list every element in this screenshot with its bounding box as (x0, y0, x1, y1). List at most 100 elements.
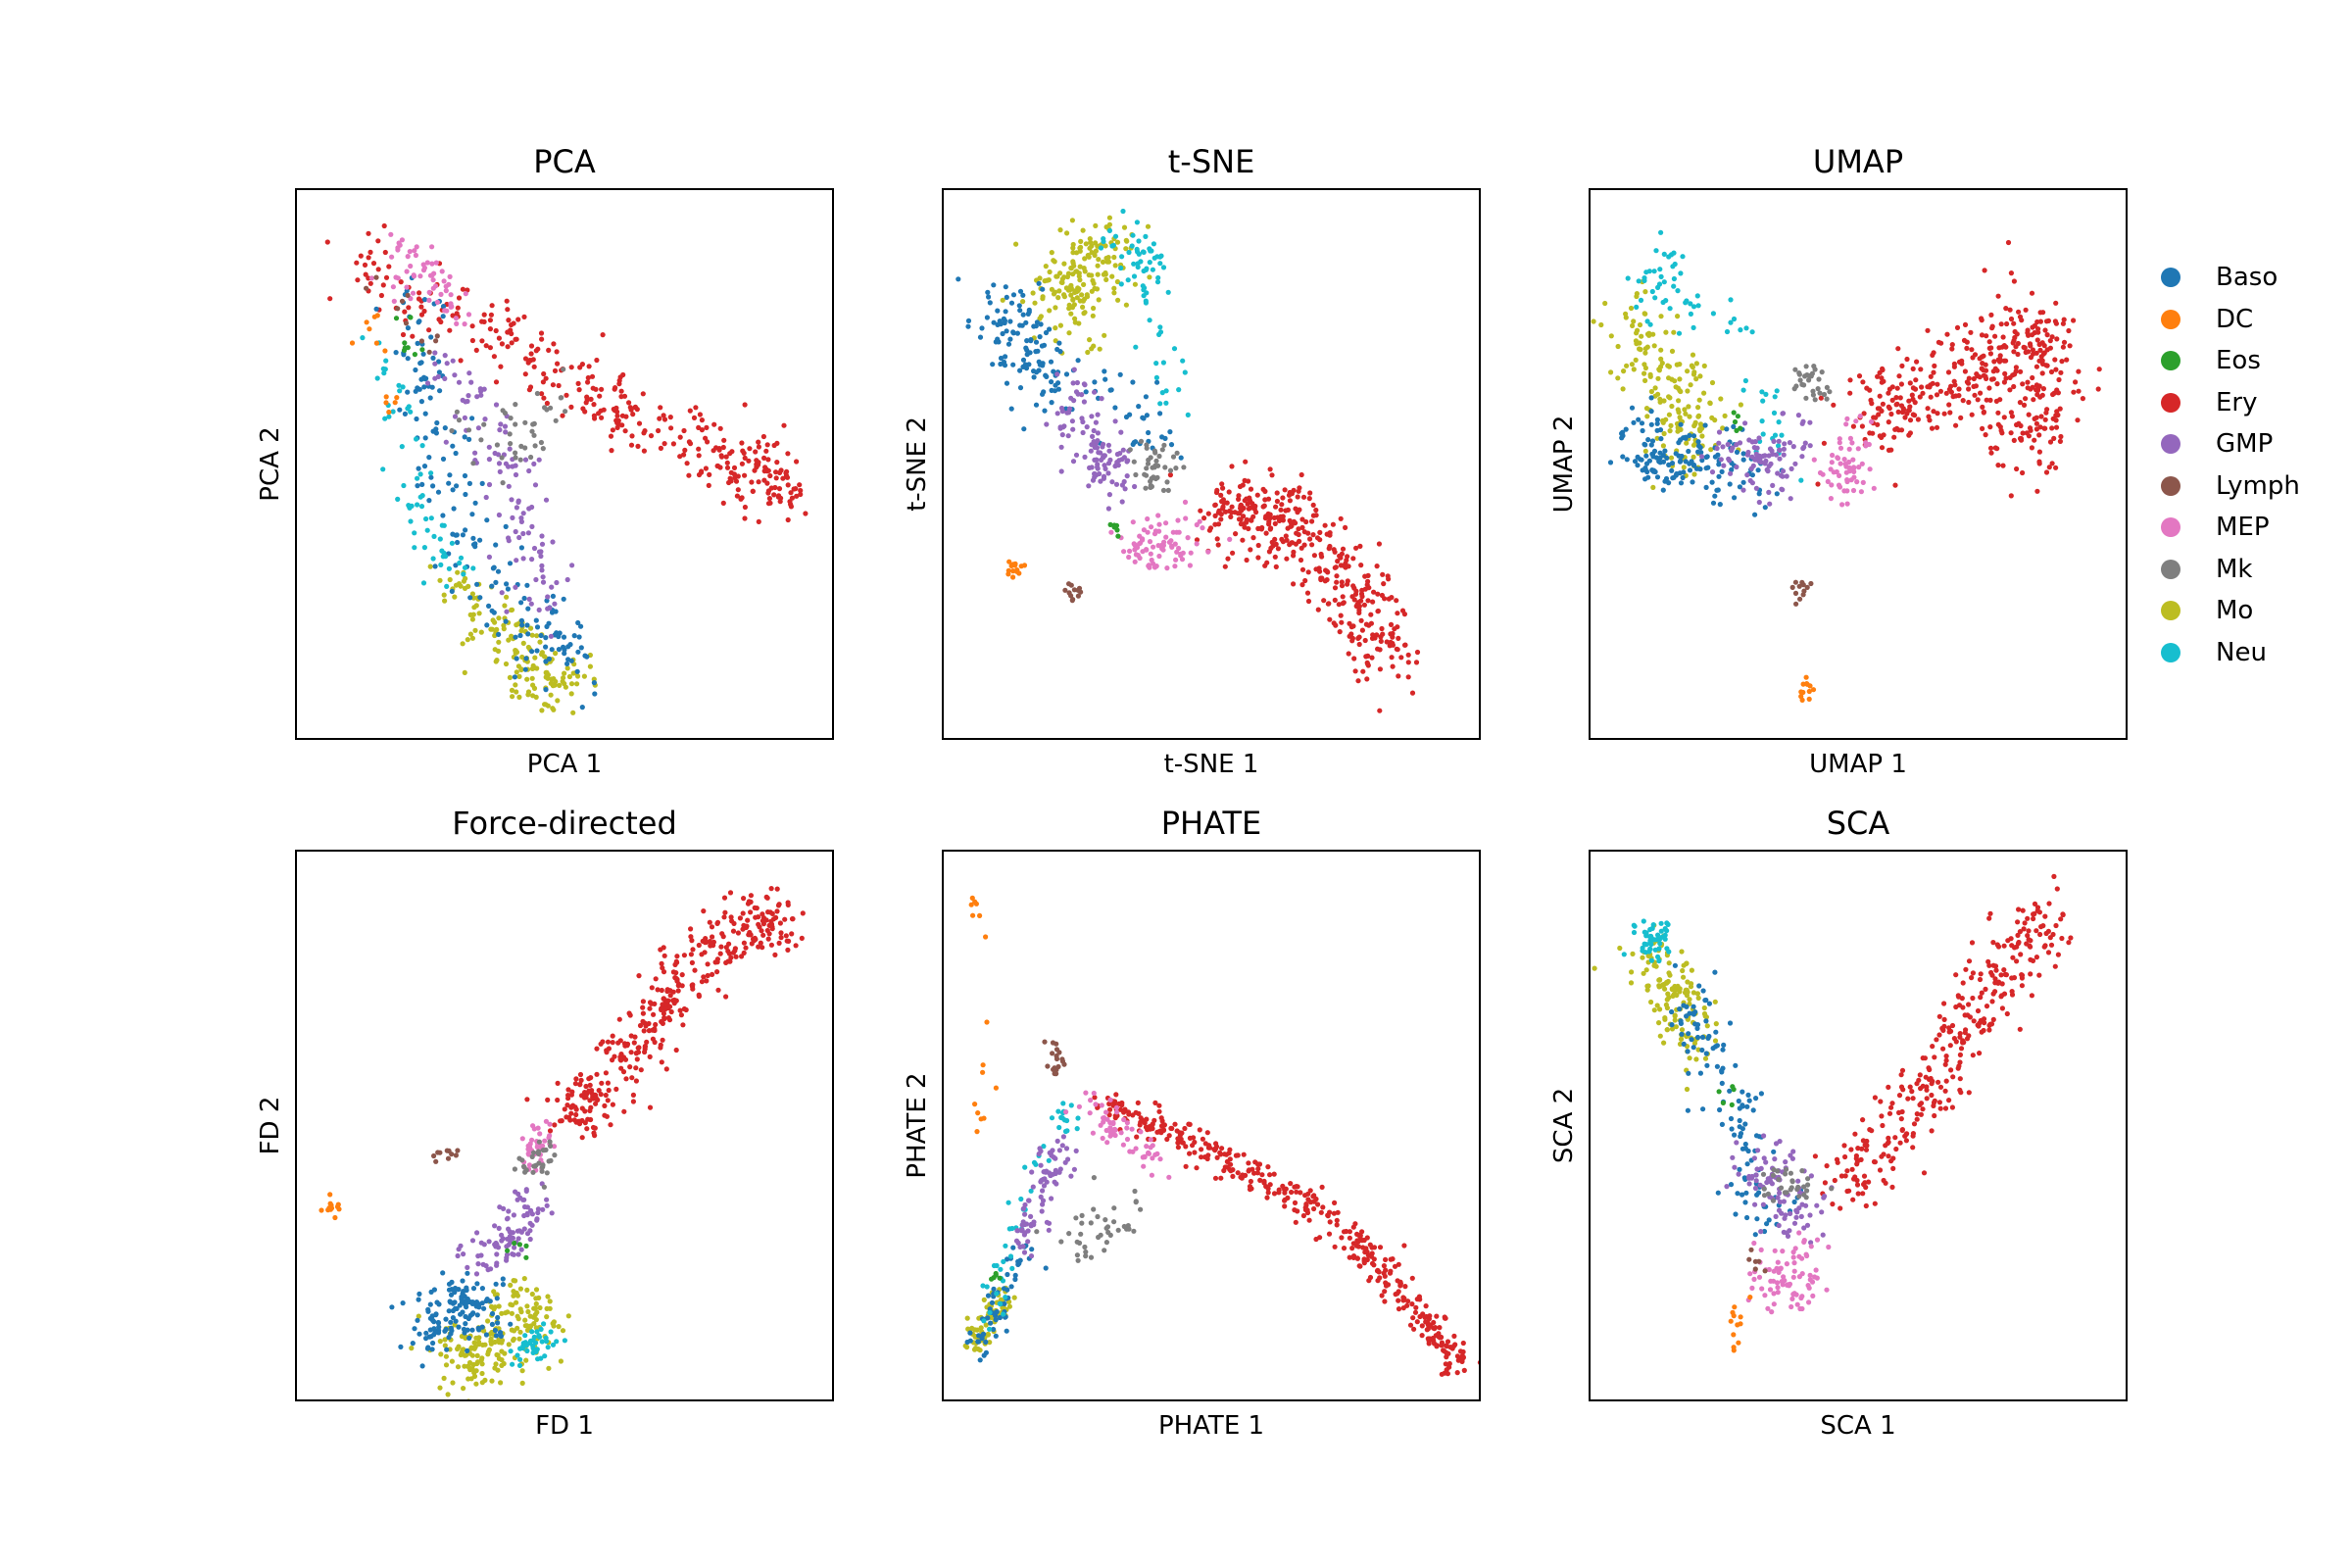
data-point (699, 427, 706, 433)
data-point (1100, 1135, 1105, 1142)
data-point (1407, 1322, 1414, 1328)
data-point (586, 364, 592, 369)
data-point (1917, 394, 1923, 400)
data-point (1272, 554, 1278, 560)
data-point (778, 930, 784, 936)
data-point (660, 965, 665, 971)
data-point (1370, 632, 1376, 638)
data-point (1943, 390, 1949, 396)
data-point (507, 674, 514, 681)
data-point (542, 1353, 548, 1359)
data-point (496, 512, 502, 518)
data-point (1634, 304, 1640, 310)
data-point (512, 1240, 517, 1247)
data-point (1291, 581, 1297, 587)
data-point (1157, 329, 1164, 335)
data-point (1214, 487, 1220, 493)
data-point (471, 605, 477, 611)
data-point (1358, 563, 1364, 568)
data-point (1101, 441, 1106, 447)
data-point (1634, 293, 1640, 300)
data-point (2011, 320, 2017, 326)
data-point (1112, 405, 1118, 411)
data-point (2028, 355, 2034, 361)
data-point (1376, 1269, 1382, 1275)
data-point (1856, 465, 1862, 470)
data-point (1699, 458, 1705, 464)
data-point (778, 495, 784, 501)
data-point (428, 474, 434, 480)
data-point (450, 443, 456, 449)
data-point (498, 1380, 504, 1386)
data-point (528, 454, 534, 461)
data-point (1637, 321, 1643, 328)
data-point (1013, 1238, 1020, 1244)
data-point (1105, 506, 1111, 512)
data-point (399, 237, 405, 243)
data-point (2037, 347, 2043, 353)
data-point (456, 295, 463, 301)
data-point (790, 916, 796, 922)
data-point (1053, 325, 1058, 331)
data-point (2028, 343, 2034, 349)
data-point (1149, 524, 1154, 530)
data-point (1280, 1183, 1286, 1189)
data-point (1666, 412, 1672, 417)
data-point (588, 1116, 594, 1123)
data-point (508, 1282, 514, 1288)
data-point (2028, 427, 2034, 433)
data-point (974, 1129, 980, 1135)
data-point (1224, 500, 1230, 506)
data-point (391, 298, 397, 304)
data-point (1107, 457, 1113, 463)
data-point (522, 419, 528, 425)
data-point (1045, 1063, 1051, 1069)
data-point (564, 392, 569, 398)
data-point (1390, 663, 1396, 669)
data-point (496, 1337, 502, 1343)
data-point (1352, 668, 1358, 674)
data-point (1092, 1095, 1098, 1101)
data-point (1697, 373, 1703, 379)
data-point (1405, 660, 1411, 665)
data-point (1163, 520, 1169, 526)
data-point (615, 417, 621, 423)
data-point (382, 249, 388, 256)
data-point (541, 1321, 547, 1327)
data-point (1881, 432, 1886, 438)
data-point (730, 928, 737, 934)
data-point (690, 986, 696, 992)
data-point (1838, 461, 1843, 466)
data-point (381, 370, 387, 376)
data-point (1639, 420, 1645, 426)
data-point (2005, 239, 2012, 246)
data-point (745, 901, 752, 906)
data-point (1769, 448, 1775, 454)
data-point (1642, 448, 1648, 454)
data-point (758, 940, 763, 946)
data-point (721, 437, 727, 443)
data-point (742, 455, 748, 461)
data-point (1056, 1148, 1062, 1153)
data-point (628, 442, 635, 448)
data-point (1673, 472, 1679, 478)
data-point (791, 486, 797, 492)
data-point (1250, 535, 1256, 541)
data-point (1648, 388, 1654, 395)
data-point (765, 936, 771, 942)
data-point (518, 666, 524, 673)
data-point (492, 450, 498, 457)
data-point (1849, 440, 1855, 446)
data-point (1919, 384, 1925, 390)
data-point (1801, 588, 1807, 594)
data-point (761, 455, 767, 461)
data-point (1118, 429, 1124, 435)
data-point (1238, 521, 1244, 527)
data-point (539, 1168, 545, 1174)
data-point (1254, 1161, 1261, 1167)
data-point (466, 480, 472, 486)
data-point (1827, 389, 1833, 395)
data-point (555, 698, 561, 704)
data-point (493, 402, 500, 408)
data-point (442, 1328, 448, 1334)
